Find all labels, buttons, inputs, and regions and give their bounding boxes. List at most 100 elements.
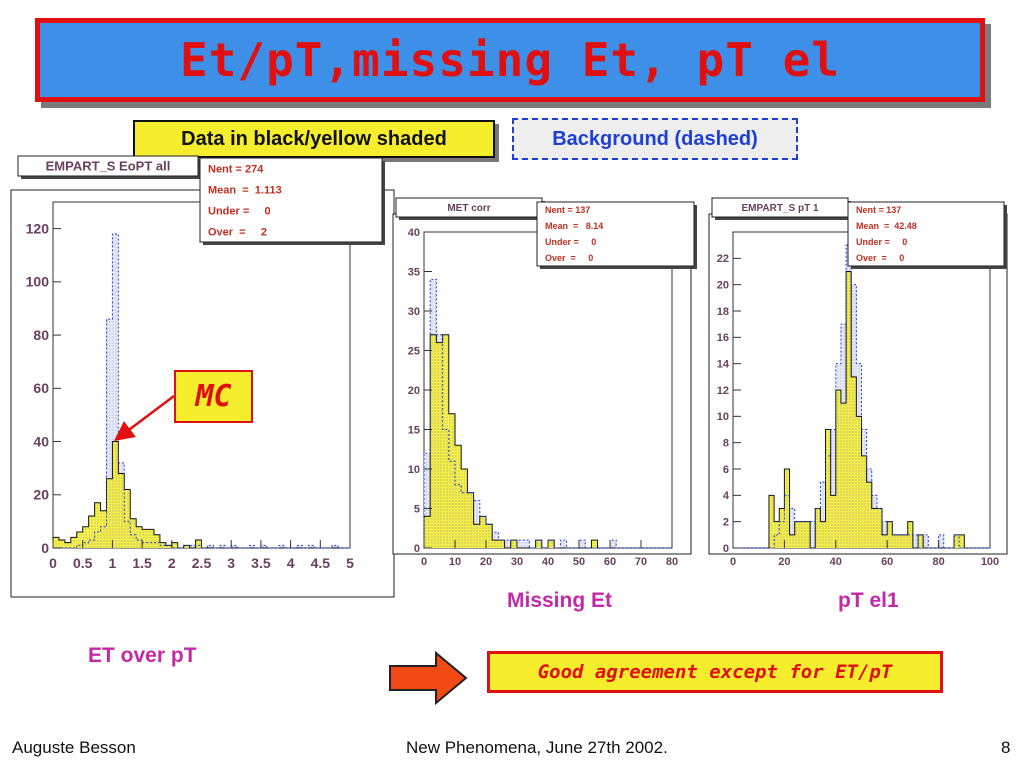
data-bar (820, 521, 826, 548)
x-tick-label: 80 (932, 556, 944, 568)
mc-label: MC (174, 370, 253, 423)
x-tick-label: 50 (573, 556, 585, 568)
y-tick-label: 5 (414, 503, 420, 515)
background-bar (219, 545, 226, 548)
x-tick-label: 0.5 (73, 555, 93, 571)
stats-line: Nent = 137 (545, 205, 590, 215)
y-tick-label: 80 (33, 327, 49, 343)
background-bar (610, 540, 617, 548)
data-bar (436, 342, 443, 548)
conclusion-box: Good agreement except for ET/pT (487, 651, 943, 693)
data-bar (58, 540, 65, 548)
background-bar (207, 545, 214, 548)
y-tick-label: 22 (717, 253, 729, 265)
background-bar (332, 545, 339, 548)
stats-line: Nent = 137 (856, 205, 901, 215)
y-tick-label: 40 (408, 227, 420, 239)
y-tick-label: 100 (26, 274, 50, 290)
data-bar (846, 271, 852, 548)
data-bar (153, 534, 160, 548)
data-bar (467, 492, 474, 548)
x-tick-label: 100 (981, 556, 999, 568)
data-bar (789, 534, 795, 548)
background-bar (820, 482, 826, 548)
data-bar (840, 403, 847, 548)
stats-line: Under = 0 (208, 205, 271, 217)
data-bar (461, 469, 468, 548)
y-tick-label: 8 (723, 438, 729, 450)
y-tick-label: 0 (723, 543, 729, 555)
data-bar (892, 534, 898, 548)
x-tick-label: 60 (881, 556, 893, 568)
data-bar (159, 542, 166, 548)
x-tick-label: 2 (168, 555, 176, 571)
background-bar (106, 319, 113, 548)
x-tick-label: 2.5 (192, 555, 212, 571)
data-bar (492, 540, 499, 548)
histogram-missing-et: 0 5 10 15 20 25 30 35 40 0 10 20 30 40 50 60 70 80 MET cor… (392, 197, 697, 568)
data-bar (784, 469, 790, 548)
x-tick-label: 40 (830, 556, 842, 568)
background-bar (308, 545, 315, 548)
data-bar (871, 508, 877, 548)
stats-box (536, 201, 695, 267)
data-bar (195, 540, 202, 548)
background-bar (249, 545, 255, 548)
data-bar (959, 534, 965, 548)
histogram-title: MET corr (447, 203, 490, 214)
data-bar (448, 413, 455, 548)
data-bar (954, 534, 960, 548)
data-bar (591, 540, 598, 548)
data-bar (882, 534, 888, 548)
y-tick-label: 40 (33, 433, 49, 449)
y-tick-label: 16 (717, 332, 729, 344)
x-tick-label: 3.5 (251, 555, 271, 571)
y-tick-label: 0 (41, 540, 49, 556)
data-bar (830, 495, 836, 548)
stats-line: Over = 0 (856, 253, 904, 263)
data-bar (510, 540, 517, 548)
background-bar (231, 545, 238, 548)
x-tick-label: 40 (542, 556, 554, 568)
histogram-et-over-pt: 0 20 40 60 80 100 120 0 0.5 1 1.5 2 2.5 3 3.5 4 4.5 5 EMPA… (10, 155, 395, 598)
background-bar (830, 429, 836, 548)
data-outline (52, 441, 350, 549)
slide-title-banner: Et/pT,missing Et, pT el (35, 18, 985, 102)
histogram-title: EMPART_S pT 1 (741, 203, 818, 214)
data-bar (479, 516, 486, 548)
data-bar (835, 390, 841, 548)
data-bar (124, 489, 131, 548)
histogram-pt-el1: 0 2 4 6 8 10 12 14 16 18 20 22 0 20 40 60 80 100 EMPART_S … (708, 197, 1008, 568)
data-legend-label: Data in black/yellow shaded (133, 120, 495, 158)
data-bar (112, 441, 119, 548)
y-tick-label: 20 (33, 487, 49, 503)
data-bar (430, 334, 437, 548)
footer-author: Auguste Besson (12, 738, 136, 757)
data-bar (866, 482, 872, 548)
y-tick-label: 120 (26, 221, 50, 237)
right-arrow-icon (389, 650, 468, 706)
stats-box (199, 157, 383, 243)
y-tick-label: 15 (408, 424, 420, 436)
background-bar (923, 534, 929, 548)
y-tick-label: 12 (717, 385, 729, 397)
histogram-title-box (17, 155, 199, 177)
caption-missing-et: Missing Et (507, 589, 613, 612)
data-bar (902, 534, 908, 548)
data-bar (106, 478, 113, 548)
background-bar (523, 540, 530, 548)
x-tick-label: 20 (778, 556, 790, 568)
background-bar (260, 545, 267, 548)
background-bar (560, 540, 567, 548)
x-tick-label: 1 (109, 555, 117, 571)
data-bar (851, 376, 857, 548)
data-bar (815, 508, 821, 548)
footer-page-number: 8 (1001, 738, 1011, 757)
data-bar (887, 521, 893, 548)
data-bar (799, 521, 805, 548)
stats-line: Over = 0 (545, 253, 593, 263)
x-tick-label: 60 (604, 556, 616, 568)
background-bar (112, 233, 119, 548)
y-tick-label: 60 (33, 380, 49, 396)
data-bar (171, 542, 178, 548)
